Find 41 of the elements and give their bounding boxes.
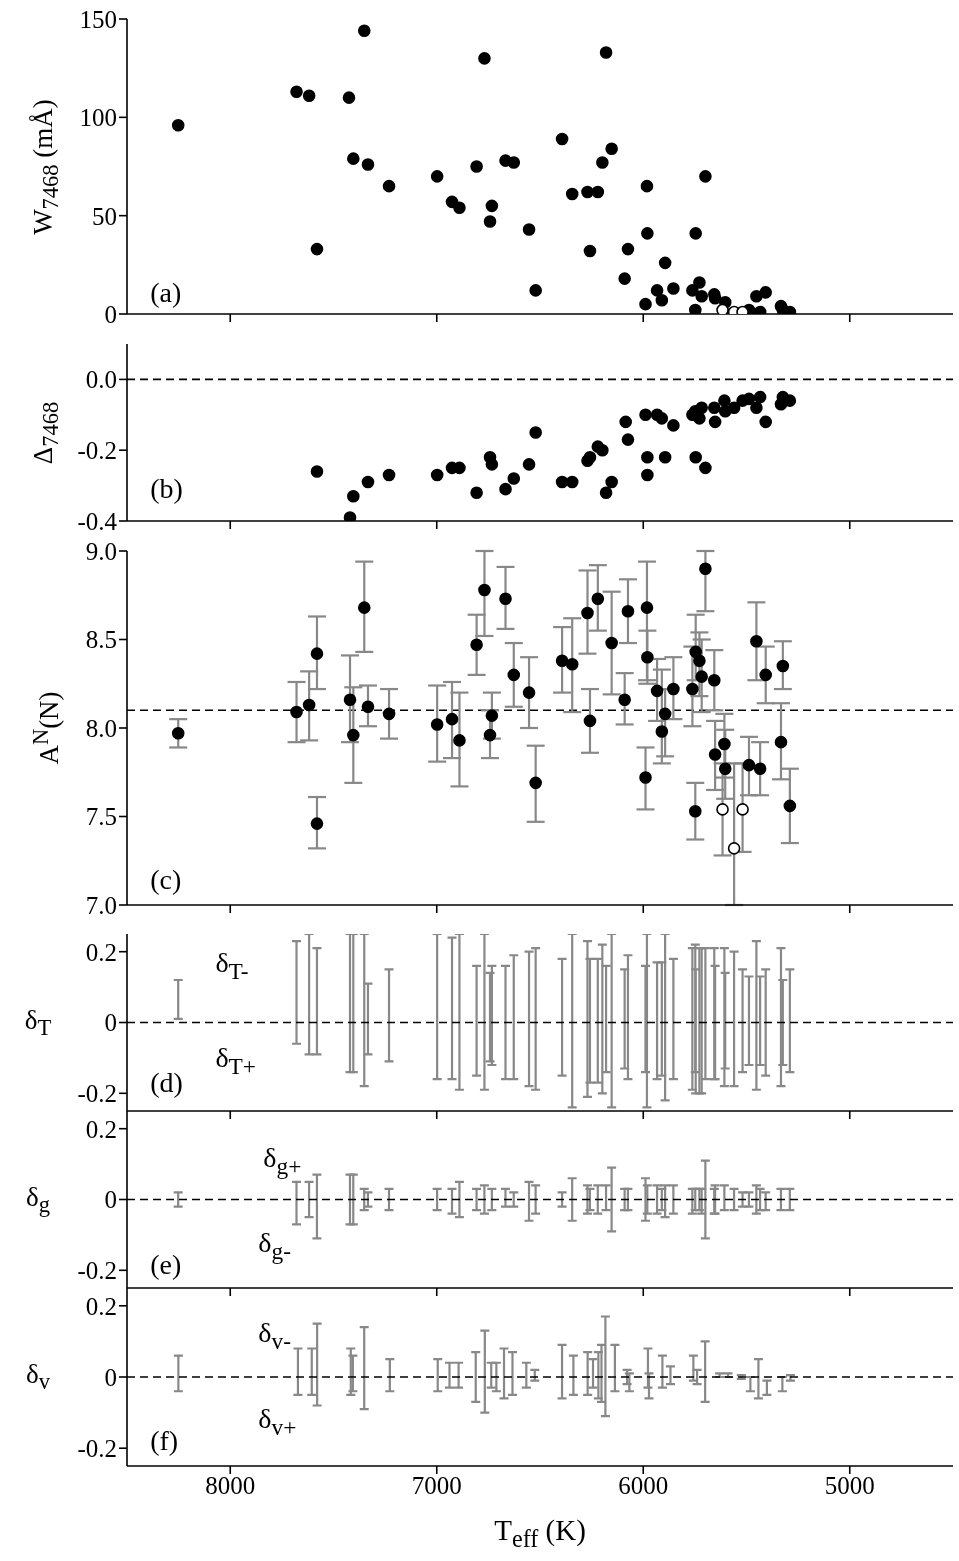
y-tick-label: 0.2 bbox=[85, 1292, 117, 1320]
y-tick-label: -0.2 bbox=[77, 1435, 117, 1463]
y-tick-label: -0.2 bbox=[77, 437, 117, 465]
x-tick-label: 7000 bbox=[411, 1471, 462, 1499]
x-axis-title: T$_{eff}$ (K) bbox=[494, 1514, 586, 1553]
annotation: (b) bbox=[150, 473, 183, 506]
annotation: δ$_{T-}$ bbox=[215, 947, 249, 985]
annotation: (d) bbox=[150, 1066, 183, 1099]
y-tick-label: -0.4 bbox=[77, 507, 118, 535]
annotation: (c) bbox=[150, 864, 182, 897]
y-tick-label: 8.5 bbox=[85, 626, 117, 654]
x-tick-label: 8000 bbox=[205, 1471, 256, 1499]
annotation: δ$_{T+}$ bbox=[215, 1042, 256, 1081]
y-tick-label: 7.0 bbox=[85, 891, 117, 919]
y-tick-label: 0.0 bbox=[85, 366, 117, 394]
annotation: δ$_{v+}$ bbox=[258, 1402, 297, 1441]
x-tick-label: 6000 bbox=[618, 1471, 669, 1499]
y-tick-label: 0 bbox=[104, 300, 117, 328]
y-tick-label: 0 bbox=[104, 1186, 117, 1214]
y-tick-label: 8.0 bbox=[85, 714, 117, 742]
y-axis-title: δ$_{v}$ bbox=[26, 1358, 50, 1396]
y-tick-label: 7.5 bbox=[85, 803, 117, 831]
y-axis-title: δ$_{T}$ bbox=[24, 1004, 52, 1041]
annotation: (e) bbox=[150, 1248, 182, 1281]
y-tick-label: 9.0 bbox=[85, 537, 117, 565]
y-tick-label: 0 bbox=[104, 1009, 117, 1037]
annotation: δ$_{v-}$ bbox=[258, 1317, 291, 1355]
y-tick-label: 50 bbox=[92, 202, 117, 230]
annotation: (f) bbox=[150, 1425, 179, 1458]
annotation: δ$_{g-}$ bbox=[258, 1226, 291, 1265]
y-tick-label: 0.2 bbox=[85, 938, 117, 966]
annotation: δ$_{g+}$ bbox=[263, 1141, 302, 1180]
y-tick-label: -0.2 bbox=[77, 1257, 117, 1285]
y-tick-label: 0.2 bbox=[85, 1115, 117, 1143]
annotation: (a) bbox=[150, 277, 182, 310]
y-tick-label: 0 bbox=[104, 1363, 117, 1391]
y-tick-label: 100 bbox=[79, 104, 117, 132]
x-tick-label: 5000 bbox=[824, 1471, 875, 1499]
y-tick-label: -0.2 bbox=[77, 1080, 117, 1108]
y-axis-title: δ$_{g}$ bbox=[26, 1181, 50, 1218]
y-tick-label: 150 bbox=[79, 5, 117, 33]
